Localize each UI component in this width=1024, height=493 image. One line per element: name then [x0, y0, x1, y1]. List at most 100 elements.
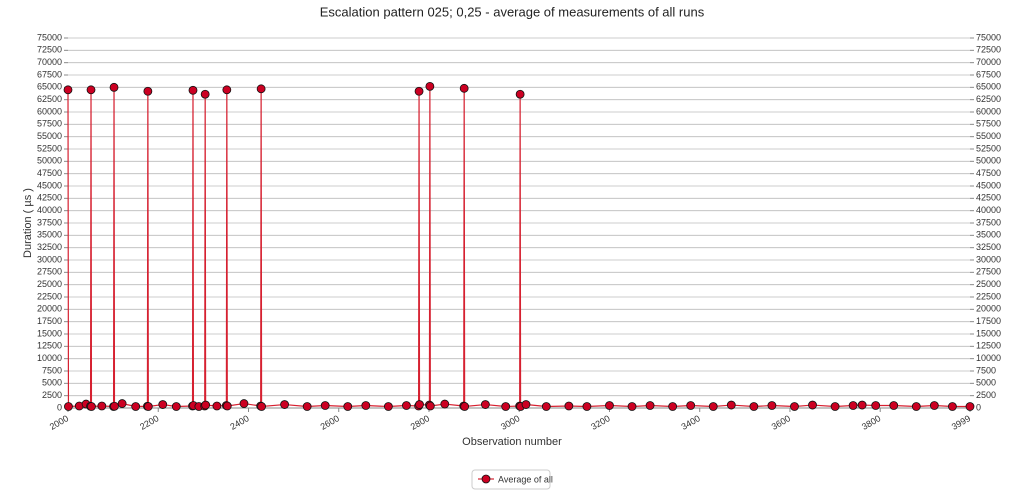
y-axis-title: Duration ( µs ) [22, 188, 34, 258]
y2-tick-label: 30000 [976, 254, 1001, 264]
x-tick-label: 3400 [680, 413, 702, 432]
y2-tick-label: 57500 [976, 119, 1001, 129]
point [117, 399, 127, 408]
y-tick-label: 70000 [37, 57, 62, 67]
point [582, 402, 592, 411]
y-tick-label: 25000 [37, 279, 62, 289]
point [171, 402, 181, 411]
point [87, 402, 96, 411]
point [188, 85, 198, 95]
y-tick-label: 50000 [37, 156, 62, 166]
point [708, 402, 718, 411]
y2-tick-label: 60000 [976, 106, 1001, 116]
point [605, 401, 614, 410]
y-tick-label: 65000 [37, 82, 62, 92]
y2-tick-label: 27500 [976, 267, 1001, 277]
point [425, 401, 435, 411]
point [239, 399, 249, 408]
point [848, 401, 858, 410]
point [280, 400, 289, 409]
y2-tick-label: 7500 [976, 365, 996, 375]
y2-tick-label: 47500 [976, 168, 1001, 178]
y-tick-label: 75000 [37, 32, 62, 42]
point [521, 400, 531, 409]
y-tick-label: 2500 [42, 390, 62, 400]
y2-tick-label: 40000 [976, 205, 1001, 215]
point [257, 402, 266, 411]
point [726, 400, 736, 410]
point [790, 402, 799, 411]
y-tick-label: 45000 [37, 180, 62, 190]
point [131, 402, 141, 411]
point [343, 402, 353, 411]
point [749, 402, 759, 411]
y-tick-label: 52500 [37, 143, 62, 153]
point [440, 399, 450, 409]
point [110, 401, 119, 411]
y-tick-label: 20000 [37, 304, 62, 314]
point [256, 84, 266, 94]
point [889, 401, 899, 410]
y-tick-label: 10000 [37, 353, 62, 363]
legend-label: Average of all [498, 474, 553, 484]
x-tick-label: 3999 [950, 413, 972, 432]
y2-tick-label: 10000 [976, 353, 1001, 363]
point [686, 401, 696, 410]
y2-tick-label: 37500 [976, 217, 1001, 227]
point [627, 402, 637, 411]
point [645, 401, 655, 410]
point [425, 81, 435, 91]
y-tick-label: 15000 [37, 328, 62, 338]
point [302, 402, 312, 411]
y-tick-label: 32500 [37, 242, 62, 252]
point [222, 85, 232, 95]
y2-tick-label: 17500 [976, 316, 1001, 326]
y2-tick-label: 0 [976, 402, 981, 412]
x-tick-label: 2600 [319, 413, 341, 432]
y2-tick-label: 65000 [976, 82, 1001, 92]
y-tick-label: 47500 [37, 168, 62, 178]
point [830, 402, 840, 411]
point [63, 85, 73, 95]
legend-marker [481, 474, 491, 484]
y-tick-label: 22500 [37, 291, 62, 301]
y2-tick-label: 5000 [976, 378, 996, 388]
y2-tick-label: 22500 [976, 291, 1001, 301]
x-tick-label: 3200 [589, 413, 611, 432]
point [383, 402, 393, 411]
y-tick-label: 27500 [37, 267, 62, 277]
x-tick-label: 2400 [228, 413, 250, 432]
legend-box [471, 469, 551, 490]
y-tick-label: 72500 [37, 45, 62, 55]
x-tick-label: 3800 [860, 413, 882, 432]
point [501, 402, 511, 411]
y-tick-label: 5000 [42, 378, 62, 388]
point [320, 401, 330, 410]
point [929, 401, 939, 410]
point [948, 402, 957, 411]
x-tick-label: 2800 [409, 413, 431, 432]
y2-tick-label: 45000 [976, 180, 1001, 190]
y2-tick-label: 67500 [976, 69, 1001, 79]
y-tick-label: 17500 [37, 316, 62, 326]
point [222, 401, 232, 411]
point [767, 401, 777, 410]
y2-tick-label: 62500 [976, 94, 1001, 104]
y2-tick-label: 12500 [976, 341, 1001, 351]
y-tick-label: 30000 [37, 254, 62, 264]
point [201, 400, 211, 410]
y-tick-label: 35000 [37, 230, 62, 240]
y2-tick-label: 32500 [976, 242, 1001, 252]
point [143, 402, 153, 411]
point [857, 400, 867, 410]
point [158, 400, 168, 409]
y-tick-label: 40000 [37, 205, 62, 215]
y2-tick-label: 42500 [976, 193, 1001, 203]
point [911, 402, 921, 411]
point [668, 402, 678, 411]
y-tick-label: 57500 [37, 119, 62, 129]
point [97, 401, 107, 411]
x-tick-label: 3000 [499, 413, 521, 432]
point [460, 402, 470, 411]
x-tick-label: 2200 [138, 413, 160, 432]
